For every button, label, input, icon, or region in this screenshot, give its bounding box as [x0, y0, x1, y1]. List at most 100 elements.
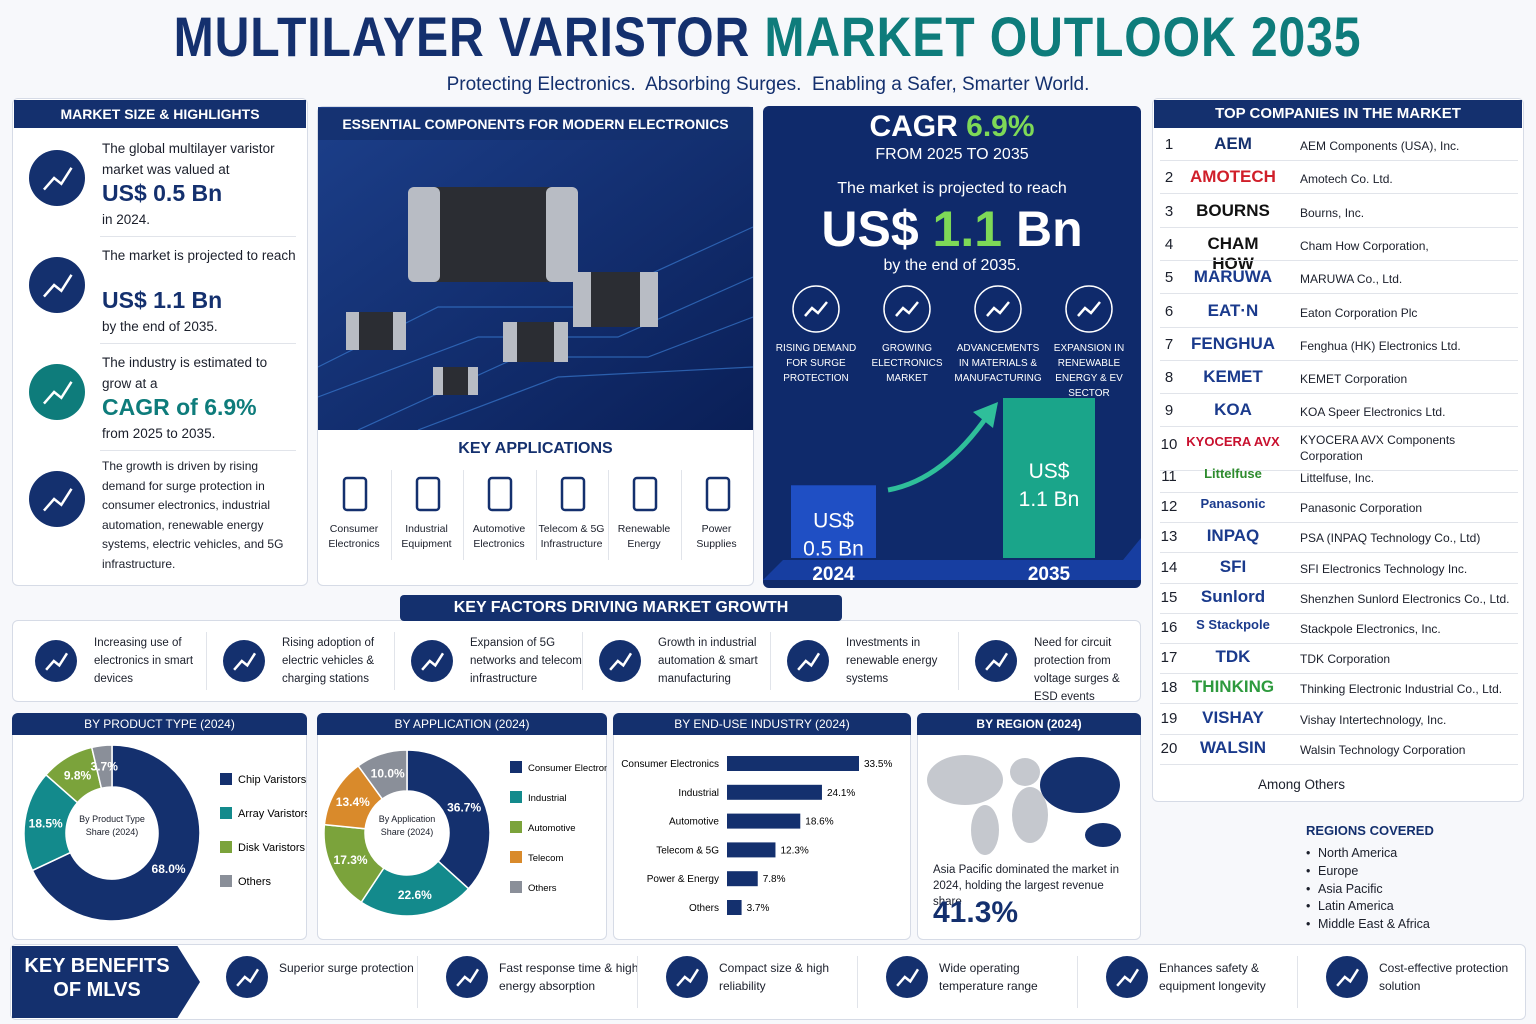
- divider: [857, 956, 858, 1008]
- benefit-text: Cost-effective protection solution: [1379, 961, 1509, 993]
- title-part: MULTILAYER VARISTOR: [174, 5, 751, 68]
- factor-icon: [411, 640, 453, 682]
- market-icon: [29, 257, 85, 313]
- divider: [535, 470, 537, 560]
- legend-label: Consumer Electronics: [528, 763, 607, 774]
- factor-icon: [787, 640, 829, 682]
- rank: 9: [1164, 402, 1174, 420]
- divider: [1160, 469, 1518, 471]
- icon-shape: [632, 476, 658, 512]
- company-logo: FENGHUA: [1190, 333, 1276, 353]
- rank: 3: [1164, 202, 1174, 220]
- divider: [958, 632, 959, 690]
- app-icon: [487, 476, 513, 512]
- benefit-icon: [446, 956, 488, 998]
- icon-circle: [29, 471, 85, 527]
- divider: [1160, 160, 1518, 161]
- app-label: Telecom & 5G Infrastructure: [538, 523, 605, 550]
- rank: 20: [1160, 739, 1178, 757]
- app-label: Power Supplies: [696, 523, 737, 550]
- app-icon: [705, 476, 730, 512]
- divider: [1160, 193, 1518, 195]
- icon-glyph: [1077, 301, 1101, 317]
- divider: [1160, 552, 1518, 554]
- value-number: 1.1: [932, 201, 1003, 257]
- chart: 36.7% Consumer Electronics 22.6% Industrial…: [323, 749, 607, 917]
- cagr-value: 6.9%: [966, 110, 1035, 143]
- company-name: KYOCERA AVX Components Corporation: [1300, 432, 1456, 463]
- bar-value-label: 18.6%: [805, 817, 833, 828]
- center-label: By Product Type Share (2024): [79, 814, 145, 837]
- icon-circle: [975, 640, 1017, 682]
- divider: [100, 343, 296, 344]
- company-logo: KOA: [1214, 400, 1252, 420]
- icon-circle: [29, 364, 85, 420]
- tagline: Protecting Electronics. Absorbing Surges…: [446, 74, 1090, 95]
- bar-value-label: 7.8%: [763, 874, 786, 885]
- company-logo: CHAM HOW: [1207, 233, 1259, 273]
- bar-value-label: 24.1%: [827, 788, 855, 799]
- icon-circle: [411, 640, 453, 682]
- slice-label: 10.0%: [371, 767, 405, 781]
- legend-swatch: [510, 881, 522, 893]
- center-label: By Application Share (2024): [378, 814, 436, 837]
- market-icon: [29, 364, 85, 420]
- rank: 5: [1164, 269, 1174, 287]
- icon-circle: [35, 640, 77, 682]
- divider: [680, 470, 682, 560]
- benefit-text: Superior surge protection: [279, 961, 414, 975]
- factors-heading: KEY FACTORS DRIVING MARKET GROWTH: [400, 595, 842, 621]
- rank: 12: [1160, 498, 1178, 516]
- cagr-label: CAGR: [869, 110, 958, 143]
- factor-text: Rising adoption of electric vehicles & c…: [282, 637, 375, 685]
- icon-shape: [560, 476, 585, 512]
- divider: [1160, 492, 1518, 493]
- company-logo: WALSIN: [1199, 737, 1267, 757]
- item-value: US$ 1.1 Bn: [102, 287, 223, 313]
- icon-glyph: [676, 968, 700, 987]
- item-text: The market is projected to reach: [102, 248, 296, 263]
- app-icon: [632, 476, 658, 512]
- divider: [582, 632, 583, 690]
- driver-label: ADVANCEMENTS IN MATERIALS & MANUFACTURIN…: [954, 343, 1042, 384]
- company-logo: KEMET: [1203, 367, 1263, 387]
- region-name: Middle East & Africa: [1318, 917, 1430, 932]
- factor-icon: [975, 640, 1017, 682]
- map-asia-pacific: [1040, 757, 1120, 813]
- title-part: MARKET OUTLOOK 2035: [764, 5, 1362, 68]
- divider: [1160, 326, 1518, 328]
- factor-text: Increasing use of electronics in smart d…: [94, 637, 194, 685]
- benefit-text: Wide operating temperature range: [939, 961, 1038, 993]
- rank: 2: [1164, 169, 1174, 187]
- chart-title: BY PRODUCT TYPE (2024): [12, 713, 307, 735]
- company-logo: TDK: [1215, 647, 1251, 667]
- icon-circle: [29, 150, 85, 206]
- divider: [1160, 643, 1518, 644]
- legend-label: Array Varistors: [238, 808, 307, 820]
- icon-circle: [883, 285, 931, 333]
- value-prefix: US$: [821, 201, 919, 257]
- benefit-text: Enhances safety & equipment longevity: [1159, 961, 1266, 993]
- rank: 4: [1164, 235, 1174, 253]
- region-name: Asia Pacific: [1318, 881, 1383, 896]
- icon-glyph: [986, 301, 1010, 317]
- icon-circle: [1065, 285, 1113, 333]
- app-label: Industrial Equipment: [401, 523, 452, 550]
- divider: [463, 470, 464, 560]
- benefit-icon: [1106, 956, 1148, 998]
- region-name: Latin America: [1318, 899, 1394, 914]
- legend-swatch: [510, 761, 522, 773]
- bar-category: Consumer Electronics: [621, 759, 719, 770]
- driver-icon: [974, 285, 1022, 333]
- divider: [394, 632, 395, 690]
- rank: 1: [1164, 136, 1174, 153]
- icon-shape: [705, 476, 730, 512]
- legend-label: Disk Varistors: [238, 842, 306, 854]
- icon-glyph: [804, 301, 828, 317]
- icon-circle: [974, 285, 1022, 333]
- icon-circle: [226, 956, 268, 998]
- icon-circle: [792, 285, 840, 333]
- chip: [408, 187, 578, 282]
- divider: [1160, 259, 1518, 261]
- item-suffix: by the end of 2035.: [102, 319, 218, 334]
